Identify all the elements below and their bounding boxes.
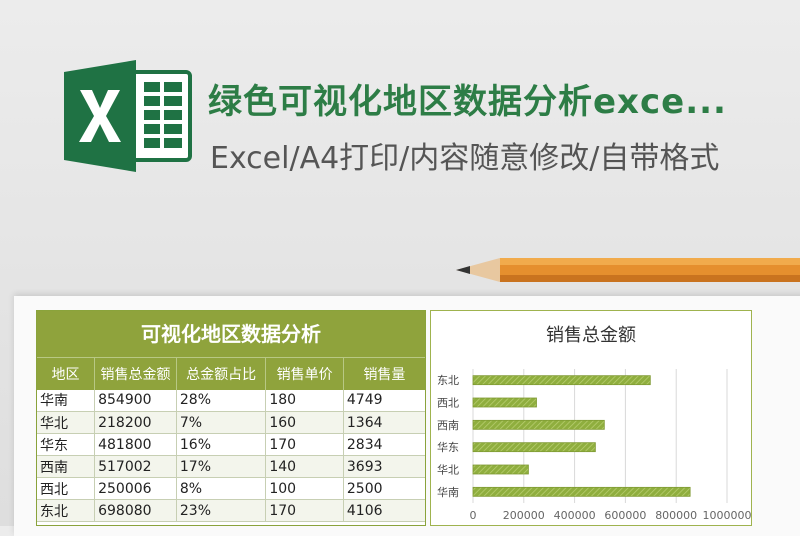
table-cell: 170 xyxy=(265,499,344,522)
table-cell: 218200 xyxy=(94,411,177,434)
bar-1 xyxy=(472,397,537,408)
x-tick-label: 600000 xyxy=(604,509,646,522)
table-cell: 东北 xyxy=(37,499,96,522)
table-cell: 4749 xyxy=(343,389,425,412)
table-cell: 1364 xyxy=(343,411,425,434)
region-table: 地区 销售总金额 总金额占比 销售单价 销售量 华南 854900 28% 180 4749 华北… xyxy=(37,357,425,522)
table-cell: 180 xyxy=(265,389,344,412)
table-cell: 17% xyxy=(176,455,267,478)
table-cell: 华南 xyxy=(37,389,96,412)
column-header: 地区 xyxy=(37,357,96,390)
table-cell: 160 xyxy=(265,411,344,434)
column-header: 销售总金额 xyxy=(94,357,177,390)
x-tick-label: 0 xyxy=(470,509,477,522)
bar-chart: 销售总金额 0 200000 400000 600000 800000 1000000 东北… xyxy=(430,310,752,526)
table-row: 华北 218200 7% 160 1364 xyxy=(37,411,425,434)
table-cell: 7% xyxy=(176,411,267,434)
table-cell: 4106 xyxy=(343,499,425,522)
category-label: 东北 xyxy=(437,374,459,387)
table-cell: 华东 xyxy=(37,433,96,456)
table-title: 可视化地区数据分析 xyxy=(37,311,425,357)
table-cell: 华北 xyxy=(37,411,96,434)
table-cell: 170 xyxy=(265,433,344,456)
table-cell: 481800 xyxy=(94,433,177,456)
category-label: 西南 xyxy=(437,419,459,432)
page-subtitle: Excel/A4打印/内容随意修改/自带格式 xyxy=(210,141,720,176)
table-cell: 28% xyxy=(176,389,267,412)
category-label: 华南 xyxy=(437,485,459,499)
table-cell: 2500 xyxy=(343,477,425,500)
table-header-row: 地区 销售总金额 总金额占比 销售单价 销售量 xyxy=(37,357,425,390)
x-tick-label: 1000000 xyxy=(703,509,752,522)
table-cell: 100 xyxy=(265,477,344,500)
table-row: 东北 698080 23% 170 4106 xyxy=(37,499,425,522)
excel-logo-icon xyxy=(64,60,192,172)
x-tick-label: 400000 xyxy=(554,509,596,522)
chart-canvas: 0 200000 400000 600000 800000 1000000 东北西北西南华东… xyxy=(437,369,752,522)
table-row: 华南 854900 28% 180 4749 xyxy=(37,389,425,412)
x-tick-label: 800000 xyxy=(655,509,697,522)
page-title: 绿色可视化地区数据分析exce... xyxy=(208,82,727,122)
bar-2 xyxy=(472,419,605,430)
column-header: 销售量 xyxy=(343,357,425,390)
table-row: 西北 250006 8% 100 2500 xyxy=(37,477,425,500)
bar-5 xyxy=(472,486,691,497)
bar-4 xyxy=(472,464,529,475)
table-row: 华东 481800 16% 170 2834 xyxy=(37,433,425,456)
x-tick-label: 200000 xyxy=(503,509,545,522)
bar-0 xyxy=(472,375,651,386)
table-cell: 2834 xyxy=(343,433,425,456)
table-cell: 854900 xyxy=(94,389,177,412)
category-label: 华东 xyxy=(437,440,459,454)
chart-title: 销售总金额 xyxy=(546,325,636,346)
column-header: 销售单价 xyxy=(265,357,344,390)
table-cell: 3693 xyxy=(343,455,425,478)
bar-3 xyxy=(472,442,596,453)
table-cell: 西南 xyxy=(37,455,96,478)
category-label: 西北 xyxy=(437,397,459,410)
table-row: 西南 517002 17% 140 3693 xyxy=(37,455,425,478)
table-cell: 16% xyxy=(176,433,267,456)
table-cell: 698080 xyxy=(94,499,177,522)
data-table: 可视化地区数据分析 地区 销售总金额 总金额占比 销售单价 销售量 华南 854900 28… xyxy=(36,310,426,526)
table-cell: 8% xyxy=(176,477,267,500)
category-label: 华北 xyxy=(437,463,459,477)
table-cell: 西北 xyxy=(37,477,96,500)
column-header: 总金额占比 xyxy=(176,357,267,390)
table-cell: 250006 xyxy=(94,477,177,500)
table-cell: 517002 xyxy=(94,455,177,478)
table-cell: 140 xyxy=(265,455,344,478)
pencil-icon xyxy=(456,258,800,282)
table-cell: 23% xyxy=(176,499,267,522)
